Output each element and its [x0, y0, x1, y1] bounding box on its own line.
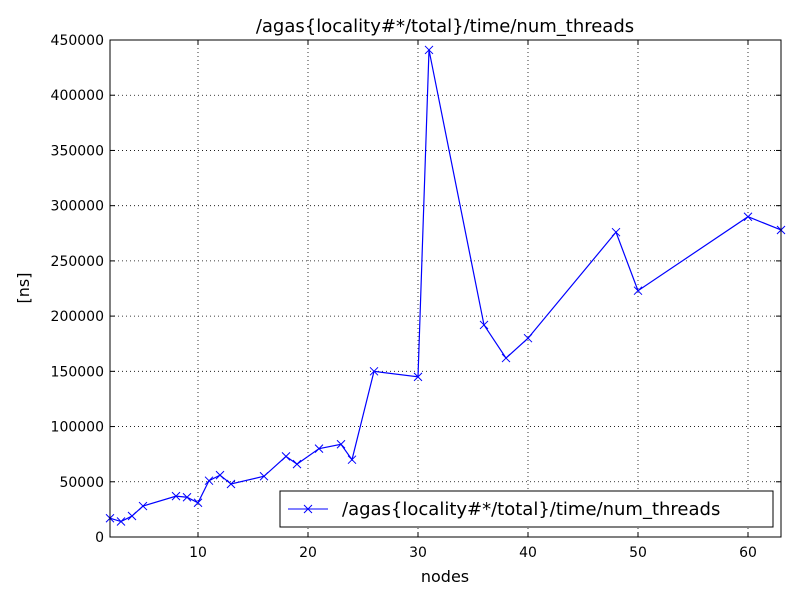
data-point-marker: [501, 353, 511, 363]
data-point-marker: [336, 439, 346, 449]
y-tick-label: 250000: [51, 254, 104, 270]
data-point-marker: [523, 333, 533, 343]
data-point-marker: [138, 501, 148, 511]
data-point-marker: [204, 476, 214, 486]
x-tick-label: 10: [189, 545, 207, 561]
data-point-marker: [611, 227, 621, 237]
data-point-marker: [743, 212, 753, 222]
x-tick-label: 20: [299, 545, 317, 561]
data-point-marker: [215, 470, 225, 480]
axis-ticks: 10 20 30 40 50 60 0 50000 100000 150000 200000 2500…: [51, 33, 781, 561]
legend-box: [279, 490, 774, 528]
legend-marker: [303, 504, 313, 514]
y-tick-label: 150000: [51, 364, 104, 380]
plot-frame: [109, 39, 782, 538]
data-point-marker: [193, 498, 203, 508]
y-tick-label: 100000: [51, 420, 104, 436]
data-point-marker: [413, 372, 423, 382]
y-tick-label: 450000: [51, 33, 104, 49]
data-point-marker: [281, 452, 291, 461]
x-axis-title: nodes: [421, 567, 469, 586]
data-point-marker: [314, 444, 324, 453]
y-tick-label: 350000: [51, 143, 104, 159]
chart-title: /agas{locality#*/total}/time/num_threads: [256, 16, 634, 37]
data-point-marker: [347, 455, 357, 465]
plot-area: [110, 40, 781, 537]
data-point-marker: [369, 366, 379, 376]
x-tick-label: 50: [629, 545, 647, 561]
y-tick-label: 0: [95, 530, 104, 546]
data-point-marker: [226, 479, 236, 489]
y-tick-label: 400000: [51, 88, 104, 104]
grid-lines: [110, 40, 781, 537]
data-point-marker: [171, 491, 181, 501]
x-tick-label: 40: [519, 545, 537, 561]
y-tick-label: 300000: [51, 199, 104, 215]
y-tick-label: 200000: [51, 309, 104, 325]
y-tick-label: 50000: [59, 475, 104, 491]
y-axis-title: [ns]: [14, 273, 33, 304]
data-point-marker: [479, 320, 489, 330]
data-point-marker: [127, 511, 137, 521]
data-point-marker: [182, 492, 192, 502]
data-point-marker: [292, 459, 302, 469]
data-point-marker: [116, 517, 126, 526]
x-tick-label: 30: [409, 545, 427, 561]
data-point-marker: [633, 286, 643, 296]
data-series: [105, 45, 786, 526]
legend: /agas{locality#*/total}/time/num_threads: [279, 490, 774, 528]
data-point-marker: [259, 471, 269, 481]
x-tick-label: 60: [739, 545, 757, 561]
legend-label: /agas{locality#*/total}/time/num_threads: [342, 499, 720, 520]
data-point-marker: [424, 45, 434, 55]
